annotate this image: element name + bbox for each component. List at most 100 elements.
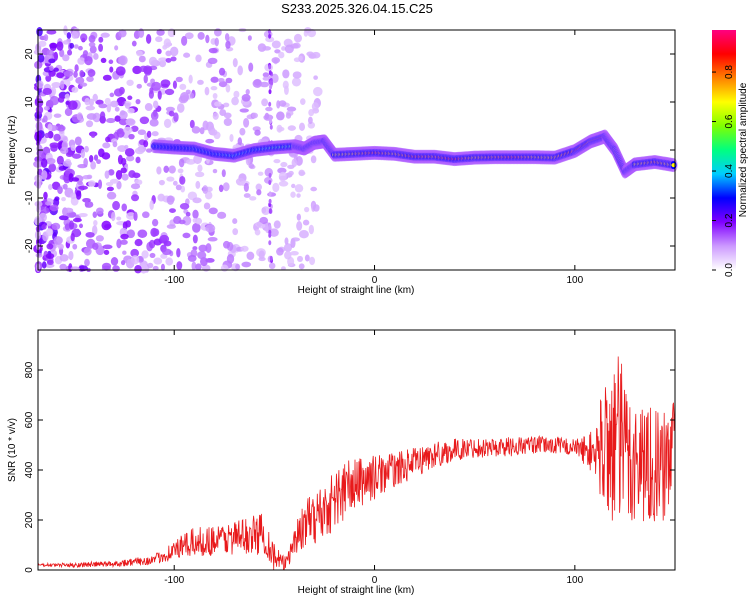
noise-speckle [124, 102, 131, 109]
noise-speckle [79, 82, 88, 87]
noise-speckle [166, 195, 175, 205]
noise-speckle [145, 148, 153, 153]
noise-speckle [223, 117, 232, 127]
noise-speckle [210, 76, 219, 83]
snr-x-tick-label: 100 [566, 575, 583, 586]
noise-speckle [50, 144, 58, 152]
noise-speckle [237, 65, 243, 76]
chart-title: S233.2025.326.04.15.C25 [281, 1, 433, 16]
noise-speckle [106, 191, 117, 200]
noise-speckle [141, 250, 149, 259]
noise-speckle [163, 38, 171, 49]
noise-speckle [298, 55, 303, 62]
noise-speckle [212, 93, 218, 100]
noise-speckle [70, 144, 76, 152]
noise-speckle [71, 153, 82, 159]
noise-speckle [298, 263, 305, 270]
noise-speckle [291, 158, 298, 167]
noise-speckle [183, 52, 191, 58]
noise-streak [268, 172, 272, 178]
noise-speckle [288, 170, 294, 176]
noise-speckle [223, 112, 232, 119]
noise-speckle [118, 29, 127, 38]
noise-speckle [121, 203, 127, 212]
noise-speckle [291, 77, 302, 87]
noise-speckle [284, 250, 292, 260]
noise-speckle [202, 185, 209, 194]
noise-speckle [53, 113, 62, 118]
spectrogram-ridge [150, 129, 678, 179]
noise-streak [268, 208, 272, 214]
noise-speckle [114, 106, 120, 112]
noise-speckle [197, 31, 205, 40]
colorbar-tick-label: 0.0 [724, 263, 735, 277]
noise-speckle [101, 262, 112, 270]
noise-speckle [262, 46, 272, 51]
noise-streak [269, 80, 273, 86]
noise-streak [268, 198, 272, 204]
noise-speckle [170, 56, 177, 62]
noise-streak [269, 84, 273, 90]
noise-speckle [59, 254, 69, 262]
noise-speckle [284, 237, 289, 245]
noise-speckle [92, 242, 99, 250]
noise-speckle [156, 166, 162, 175]
noise-speckle [205, 224, 216, 233]
noise-speckle [204, 86, 210, 96]
noise-speckle [44, 132, 50, 139]
noise-streak [269, 124, 273, 130]
spectrogram-y-tick-label: 10 [24, 96, 35, 108]
noise-speckle [51, 81, 62, 89]
noise-speckle [102, 74, 112, 81]
noise-speckle [287, 164, 295, 170]
noise-speckle [195, 217, 203, 225]
noise-speckle [93, 219, 98, 226]
noise-speckle [126, 212, 136, 220]
noise-speckle [109, 100, 119, 108]
noise-speckle [112, 141, 118, 148]
noise-speckle [232, 218, 238, 225]
noise-speckle [297, 255, 304, 263]
noise-speckle [68, 212, 77, 218]
noise-streak [268, 240, 272, 246]
noise-speckle [287, 125, 296, 131]
noise-speckle [43, 34, 49, 42]
noise-speckle [111, 211, 116, 222]
noise-speckle [86, 76, 94, 83]
noise-speckle [114, 115, 121, 122]
noise-speckle [45, 253, 55, 259]
noise-speckle [45, 201, 52, 206]
noise-speckle [177, 168, 184, 174]
noise-speckle [142, 211, 150, 219]
noise-speckle [98, 43, 104, 52]
noise-speckle [165, 106, 175, 112]
noise-streak [268, 224, 272, 230]
noise-speckle [151, 218, 159, 227]
noise-speckle [48, 163, 57, 172]
noise-speckle [104, 97, 111, 105]
noise-speckle [239, 108, 249, 113]
noise-speckle [53, 133, 61, 142]
noise-speckle [149, 118, 159, 127]
noise-speckle [116, 216, 122, 221]
noise-speckle [172, 80, 177, 90]
noise-speckle [115, 169, 123, 180]
noise-speckle [254, 229, 261, 236]
noise-speckle [296, 213, 301, 221]
noise-speckle [271, 73, 279, 84]
noise-speckle [125, 220, 132, 228]
spectrogram-noise-speckles [33, 25, 323, 274]
noise-speckle [143, 140, 149, 148]
noise-speckle [258, 250, 265, 260]
noise-speckle [84, 145, 89, 153]
noise-speckle [243, 193, 251, 198]
noise-speckle [290, 250, 299, 256]
noise-speckle [167, 28, 176, 38]
noise-speckle [88, 41, 96, 48]
noise-speckle [252, 79, 262, 88]
noise-speckle [195, 54, 202, 63]
noise-speckle [71, 177, 80, 182]
noise-speckle [106, 118, 116, 124]
noise-speckle [218, 184, 224, 193]
noise-speckle [72, 217, 82, 223]
